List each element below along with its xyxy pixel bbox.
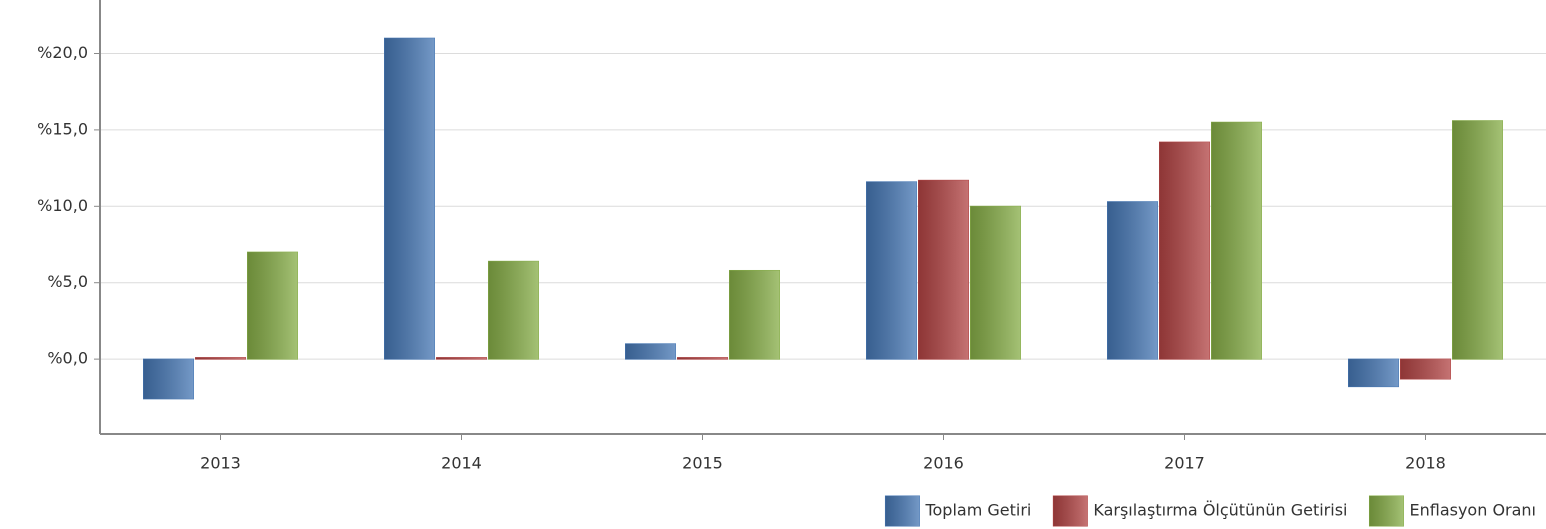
y-tick-label: %0,0 — [47, 349, 88, 368]
legend-sheen — [1053, 496, 1088, 526]
bar-sheen — [625, 343, 676, 360]
y-tick-label: %5,0 — [47, 272, 88, 291]
bar-sheen — [970, 206, 1021, 360]
y-tick-label: %20,0 — [37, 43, 88, 62]
x-tick-label: 2017 — [1164, 454, 1205, 473]
bar-sheen — [1348, 359, 1399, 387]
bar-sheen — [729, 270, 780, 360]
bar-sheen — [918, 180, 969, 360]
bar-sheen — [436, 357, 487, 360]
bar-sheen — [866, 181, 917, 360]
legend-sheen — [1369, 496, 1404, 526]
x-tick-label: 2014 — [441, 454, 482, 473]
bar-sheen — [1400, 359, 1451, 379]
y-tick-label: %15,0 — [37, 119, 88, 138]
bar-sheen — [1452, 120, 1503, 360]
x-tick-label: 2016 — [923, 454, 964, 473]
y-tick-label: %10,0 — [37, 196, 88, 215]
x-tick-label: 2013 — [200, 454, 241, 473]
bar-sheen — [1211, 122, 1262, 360]
legend-sheen — [885, 496, 920, 526]
legend-label: Karşılaştırma Ölçütünün Getirisi — [1093, 501, 1347, 520]
bar-sheen — [247, 252, 298, 360]
legend-label: Toplam Getiri — [924, 501, 1031, 520]
bar-sheen — [1107, 201, 1158, 360]
bar-sheen — [384, 38, 435, 360]
bar-sheen — [143, 359, 194, 399]
bar-sheen — [488, 261, 539, 360]
bar-sheen — [677, 357, 728, 360]
x-tick-label: 2018 — [1405, 454, 1446, 473]
x-tick-label: 2015 — [682, 454, 723, 473]
legend-label: Enflasyon Oranı — [1409, 501, 1536, 520]
bar-sheen — [195, 357, 246, 360]
bar-sheen — [1159, 142, 1210, 360]
